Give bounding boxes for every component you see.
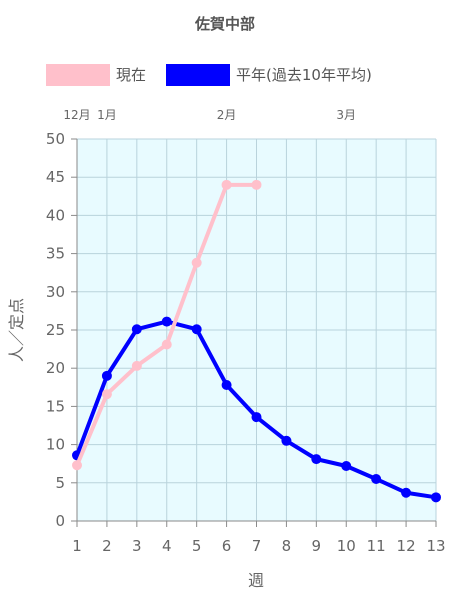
data-point bbox=[401, 487, 412, 498]
x-tick-label: 6 bbox=[222, 537, 232, 555]
data-point bbox=[221, 179, 232, 190]
data-point bbox=[431, 492, 441, 503]
data-point bbox=[281, 435, 292, 446]
x-tick-label: 10 bbox=[337, 537, 356, 555]
data-point bbox=[101, 389, 112, 400]
data-point bbox=[101, 370, 112, 381]
month-label: 1月 bbox=[97, 108, 117, 122]
legend-swatch-average bbox=[166, 64, 230, 86]
y-tick-label: 10 bbox=[46, 436, 65, 454]
data-point bbox=[311, 454, 322, 465]
x-tick-label: 5 bbox=[192, 537, 202, 555]
legend-label-average: 平年(過去10年平均) bbox=[236, 66, 372, 84]
data-point bbox=[191, 257, 202, 268]
legend-swatch-current bbox=[46, 64, 110, 86]
data-point bbox=[161, 316, 172, 327]
x-tick-label: 12 bbox=[397, 537, 416, 555]
y-tick-label: 15 bbox=[46, 397, 65, 415]
y-tick-label: 5 bbox=[55, 474, 65, 492]
data-point bbox=[251, 179, 262, 190]
x-tick-label: 1 bbox=[72, 537, 82, 555]
data-point bbox=[161, 339, 172, 350]
data-point bbox=[131, 360, 142, 371]
data-point bbox=[191, 324, 202, 335]
series-1 bbox=[72, 316, 441, 503]
y-tick-label: 25 bbox=[46, 321, 65, 339]
x-tick-label: 8 bbox=[282, 537, 292, 555]
y-tick-label: 50 bbox=[46, 130, 65, 148]
x-tick-label: 11 bbox=[367, 537, 386, 555]
chart-title: 佐賀中部 bbox=[194, 15, 255, 33]
data-point bbox=[221, 380, 232, 391]
x-axis-title: 週 bbox=[248, 571, 264, 590]
data-point bbox=[371, 473, 382, 484]
data-point bbox=[72, 460, 82, 471]
x-tick-label: 2 bbox=[102, 537, 112, 555]
y-tick-label: 30 bbox=[46, 283, 65, 301]
series-0 bbox=[72, 179, 262, 471]
data-point bbox=[131, 324, 142, 335]
x-tick-label: 4 bbox=[162, 537, 172, 555]
x-tick-label: 3 bbox=[132, 537, 142, 555]
axes bbox=[71, 138, 437, 527]
month-label: 2月 bbox=[217, 108, 237, 122]
data-point bbox=[341, 460, 352, 471]
y-tick-label: 0 bbox=[55, 512, 65, 530]
y-tick-label: 40 bbox=[46, 206, 65, 224]
month-label: 3月 bbox=[336, 108, 356, 122]
x-tick-label: 9 bbox=[312, 537, 322, 555]
y-tick-labels: 0 5 10 15 20 25 30 35 40 45 50 bbox=[46, 130, 65, 530]
x-tick-label: 7 bbox=[252, 537, 262, 555]
month-label: 12月 bbox=[63, 108, 90, 122]
y-tick-label: 35 bbox=[46, 245, 65, 263]
series-group bbox=[72, 179, 441, 503]
x-tick-label: 13 bbox=[426, 537, 445, 555]
month-labels: 12月 1月 2月 3月 bbox=[63, 108, 356, 122]
y-axis-title: 人／定点 bbox=[7, 298, 26, 362]
x-tick-labels: 1 2 3 4 5 6 7 8 9 10 11 12 13 bbox=[72, 537, 445, 555]
y-tick-label: 20 bbox=[46, 359, 65, 377]
legend-label-current: 現在 bbox=[116, 66, 146, 84]
legend: 現在 平年(過去10年平均) bbox=[46, 64, 372, 86]
y-tick-label: 45 bbox=[46, 168, 65, 186]
data-point bbox=[251, 412, 262, 423]
